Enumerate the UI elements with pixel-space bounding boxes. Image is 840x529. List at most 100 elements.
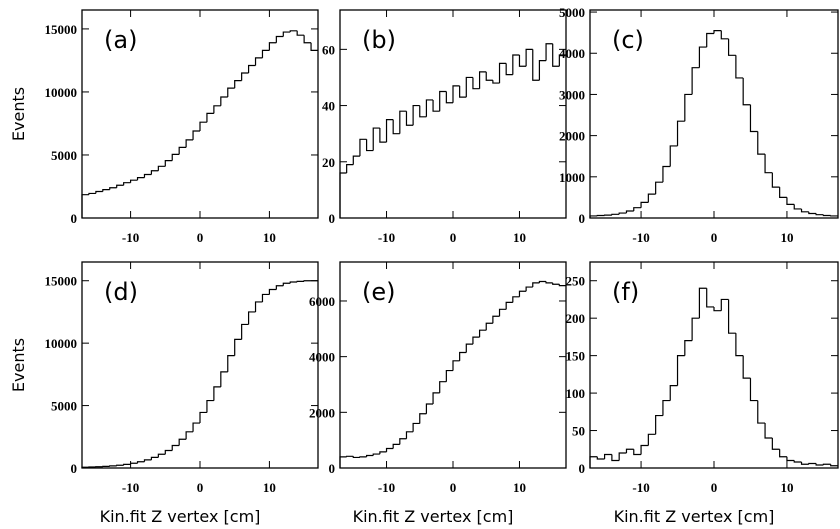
histogram-bin — [419, 413, 427, 424]
histogram-bin — [275, 285, 284, 290]
histogram-bin — [779, 187, 787, 199]
histogram-bin — [786, 197, 795, 206]
histogram-bin — [735, 55, 744, 79]
y-tick-label: 15000 — [45, 274, 78, 289]
histogram-bin — [192, 130, 200, 140]
histogram-bin — [399, 438, 407, 445]
y-tick-label: 2000 — [559, 129, 585, 144]
histogram-bin — [538, 59, 547, 81]
y-tick-label: 0 — [579, 211, 586, 226]
histogram-bin — [171, 444, 180, 451]
histogram-bin — [234, 79, 242, 89]
y-tick-label: 5000 — [51, 399, 77, 414]
histogram-bin — [171, 153, 180, 161]
y-axis-label: Events — [9, 338, 28, 392]
y-tick-label: 0 — [579, 461, 586, 476]
histogram-bin — [247, 311, 256, 325]
y-tick-label: 10000 — [45, 85, 78, 100]
histogram-bin — [485, 71, 493, 81]
histogram-bin — [123, 463, 131, 466]
histogram-bin — [640, 201, 649, 208]
histogram-bin — [786, 456, 795, 462]
histogram-bin — [150, 456, 159, 460]
histogram-bin — [452, 85, 460, 103]
histogram-bin — [713, 306, 722, 312]
histogram-bin — [102, 189, 110, 192]
histogram-bin — [830, 464, 838, 467]
x-axis-label: Kin.fit Z vertex [cm] — [353, 507, 514, 526]
x-tick-label: 0 — [711, 480, 718, 495]
panel-label: (c) — [612, 26, 644, 54]
histogram-bin — [603, 453, 612, 460]
panel-label: (b) — [362, 26, 396, 54]
histogram-bin — [261, 293, 270, 302]
histogram-bin — [425, 99, 434, 117]
panel-label: (d) — [104, 278, 138, 306]
x-tick-label: 0 — [197, 480, 204, 495]
x-tick-label: -10 — [378, 230, 395, 245]
histogram-bin — [589, 456, 598, 468]
histogram-bin — [558, 54, 566, 67]
histogram-bin — [220, 96, 228, 106]
histogram-bin — [662, 399, 671, 416]
histogram-bin — [199, 411, 207, 424]
histogram-bin — [136, 461, 145, 464]
histogram-bin — [157, 453, 166, 458]
histogram-bin — [713, 29, 722, 34]
histogram-bin — [720, 30, 729, 40]
histogram-bin — [757, 400, 766, 424]
histogram-bin — [310, 42, 318, 51]
histogram-bin — [625, 210, 634, 214]
histogram-bin — [793, 204, 802, 210]
histogram-bin — [254, 57, 263, 66]
y-tick-label: 6000 — [309, 294, 335, 309]
histogram-bin — [640, 444, 649, 455]
histogram-bin — [618, 452, 627, 461]
histogram-bin — [116, 464, 124, 466]
histogram-bin — [399, 110, 407, 134]
y-tick-label: 20 — [322, 155, 335, 170]
y-tick-label: 5000 — [559, 5, 585, 20]
panel-label: (a) — [104, 26, 137, 54]
histogram-bin — [800, 462, 809, 465]
y-tick-label: 0 — [329, 211, 336, 226]
histogram-bin — [505, 63, 513, 76]
histogram-bin — [465, 343, 473, 353]
y-tick-label: 0 — [71, 461, 78, 476]
histogram-bin — [178, 438, 187, 446]
histogram-bin — [109, 187, 117, 190]
histogram-bin — [771, 438, 780, 450]
histogram-bin — [359, 138, 367, 157]
histogram-bin — [525, 286, 533, 292]
histogram-bin — [589, 215, 598, 218]
histogram-bin — [684, 340, 693, 356]
histogram-bin — [352, 155, 360, 165]
histogram-bin — [478, 71, 487, 89]
x-tick-label: -10 — [632, 480, 649, 495]
histogram-bin — [303, 280, 312, 282]
histogram-bin — [445, 369, 453, 382]
histogram-bin — [385, 119, 394, 143]
histogram-bin — [439, 381, 447, 393]
y-tick-label: 60 — [322, 42, 335, 57]
y-tick-label: 4000 — [309, 350, 335, 365]
histogram-bin — [268, 288, 277, 295]
histogram-bin — [129, 179, 138, 183]
histogram-bin — [143, 459, 152, 462]
histogram-bin — [339, 456, 347, 468]
histogram-bin — [545, 281, 553, 284]
histogram-bin — [655, 414, 663, 435]
histogram-bin — [81, 194, 89, 218]
histogram-bin — [793, 460, 802, 463]
histogram-bin — [764, 154, 773, 174]
y-tick-label: 15000 — [45, 22, 78, 37]
y-tick-label: 40 — [322, 99, 335, 114]
histogram-bin — [552, 43, 560, 67]
histogram-bin — [749, 378, 758, 402]
histogram-bin — [676, 355, 685, 386]
histogram-bin — [611, 213, 620, 216]
y-tick-label: 1000 — [559, 170, 585, 185]
histogram-bin — [227, 355, 235, 372]
histogram-bin — [282, 31, 291, 37]
